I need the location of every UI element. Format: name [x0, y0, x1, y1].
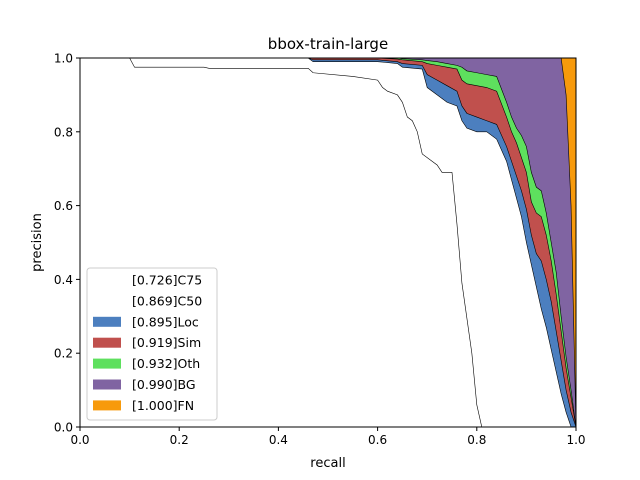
plot-frame — [79, 57, 577, 428]
chart-title: bbox-train-large — [268, 35, 388, 53]
legend-swatch-bg — [93, 379, 121, 390]
legend-swatch-fn — [93, 400, 121, 411]
legend-swatch-sim — [93, 337, 121, 348]
y-tick-label: 0.0 — [54, 421, 73, 435]
legend-label-oth: [0.932]Oth — [132, 356, 200, 371]
y-tick-label: 0.8 — [54, 125, 73, 139]
legend: [0.726]C75 [0.869]C50 [0.895]Loc [0.919]Sim… — [86, 267, 218, 421]
y-tick-label: 0.2 — [54, 347, 73, 361]
outline-loc — [80, 57, 577, 428]
y-tick-label: 0.6 — [54, 199, 73, 213]
outline-oth — [80, 57, 577, 428]
x-tick-label: 0.0 — [70, 433, 89, 447]
x-tick-label: 0.6 — [368, 433, 387, 447]
x-axis-ticks: 0.0 0.2 0.4 0.6 0.8 1.0 — [70, 427, 586, 447]
legend-label-c75: [0.726]C75 — [132, 273, 202, 288]
x-tick-label: 0.4 — [269, 433, 288, 447]
x-tick-label: 0.8 — [467, 433, 486, 447]
legend-swatch-c75 — [93, 275, 121, 285]
legend-label-bg: [0.990]BG — [132, 377, 196, 392]
legend-swatch-loc — [93, 316, 121, 327]
legend-label-loc: [0.895]Loc — [132, 314, 199, 329]
outline-c75 — [80, 57, 576, 428]
outline-c50 — [80, 57, 576, 428]
legend-swatch-oth — [93, 358, 121, 369]
legend-label-c50: [0.869]C50 — [132, 293, 202, 308]
y-tick-label: 0.4 — [54, 273, 73, 287]
legend-label-fn: [1.000]FN — [132, 398, 194, 413]
y-axis-ticks: 0.0 0.2 0.4 0.6 0.8 1.0 — [54, 52, 80, 435]
outline-sim — [80, 57, 577, 428]
y-axis-label: precision — [30, 213, 45, 272]
legend-label-sim: [0.919]Sim — [132, 335, 201, 350]
x-tick-label: 0.2 — [170, 433, 189, 447]
x-tick-label: 1.0 — [566, 433, 585, 447]
x-axis-label: recall — [310, 456, 345, 471]
y-tick-label: 1.0 — [54, 52, 73, 66]
legend-swatch-c50 — [93, 295, 121, 306]
